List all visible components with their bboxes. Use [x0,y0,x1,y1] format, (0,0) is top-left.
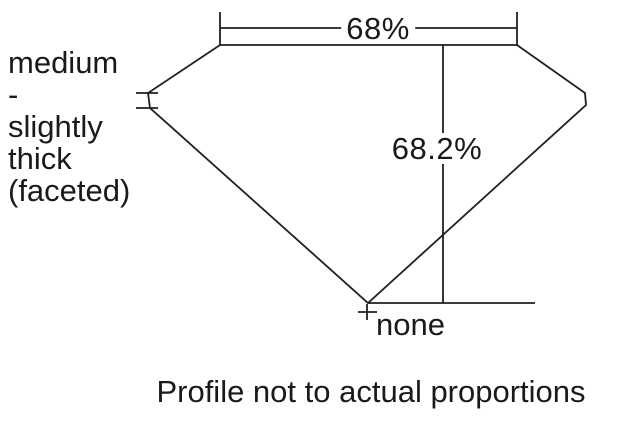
table-width-label: 68% [341,13,415,44]
girdle-label-line-5: (faceted) [8,173,131,208]
girdle-label-line-1: medium [8,45,119,80]
girdle-label-line-3: slightly [8,109,103,144]
caption-text: Profile not to actual proportions [156,374,586,409]
girdle-label-line-2: - [8,77,19,112]
total-depth-label: 68.2% [386,133,488,164]
girdle-thickness-label: medium - slightly thick (faceted) [8,47,130,207]
diamond-outline [147,44,587,305]
culet-size-label: none [376,307,445,342]
girdle-label-line-4: thick [8,141,72,176]
